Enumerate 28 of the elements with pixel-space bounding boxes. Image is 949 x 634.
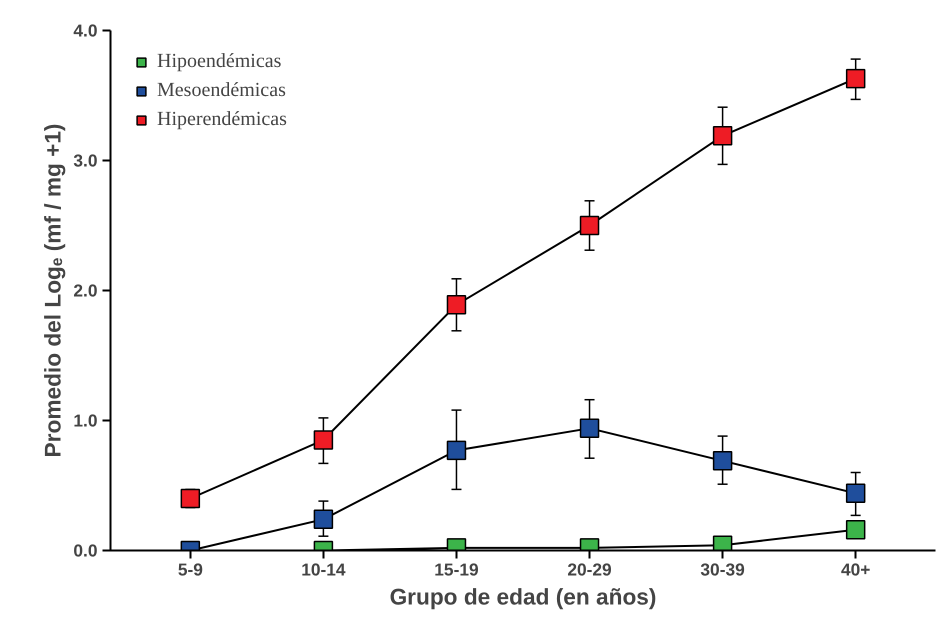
y-tick-label: 4.0 [73,20,98,40]
point [712,126,732,146]
point [446,295,466,315]
x-tick-label: 30-39 [700,560,745,580]
x-tick-label: 20-29 [567,560,612,580]
point [314,430,334,450]
x-tick-label: 10-14 [301,560,346,580]
x-tick-label: 15-19 [434,560,479,580]
point [580,418,600,438]
y-tick-label: 1.0 [73,410,98,430]
point [846,520,866,540]
y-tick-label: 0.0 [73,540,98,560]
legend-label: Hipoendémicas [157,50,282,73]
x-axis-title: Grupo de edad (en años) [390,584,656,610]
y-tick-label: 3.0 [73,150,98,170]
y-axis-title: Promedio del Logₑ (mf / mg +1) [39,124,66,458]
point [846,68,866,88]
point [446,440,466,460]
point [580,216,600,236]
y-tick-label: 2.0 [73,280,98,300]
point [314,510,334,530]
x-tick-label: 5-9 [178,560,203,580]
legend-label: Hiperendémicas [157,108,287,131]
point [712,451,732,471]
point [180,488,200,508]
point [846,484,866,504]
x-tick-label: 40+ [840,560,870,580]
legend-label: Mesoendémicas [157,79,286,102]
